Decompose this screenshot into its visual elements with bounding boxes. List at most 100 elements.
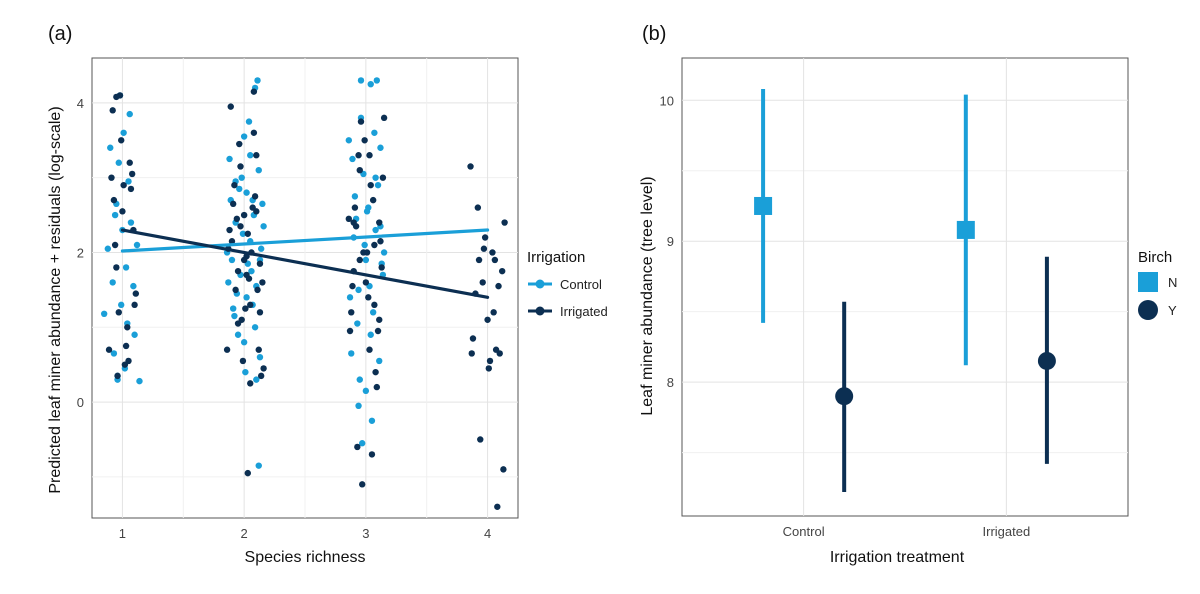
data-point-control [349,155,356,163]
data-point-irrigated [234,267,242,275]
data-point-irrigated [380,114,388,122]
data-point-irrigated [500,466,507,473]
data-point-control [110,350,118,357]
data-point-irrigated [494,503,501,510]
data-point-irrigated [244,230,251,237]
data-point-control [133,241,141,249]
panel-b: (b) Control Irrigated 8 9 10 Irrigation … [639,23,1177,566]
data-point-control [136,377,143,385]
data-point-irrigated [379,174,387,181]
data-point-control [351,193,359,200]
panel-a-y-ticks: 0 2 4 [77,96,84,410]
data-point-irrigated [128,170,136,178]
panel-a-y-tick-4: 4 [77,96,84,111]
data-point-irrigated [485,365,492,372]
data-point-control [228,256,236,264]
data-point-irrigated [378,264,385,271]
data-point-control [354,320,361,327]
data-point-irrigated [228,238,236,245]
data-point-irrigated [374,327,382,335]
panel-a-x-axis-title: Species richness [245,549,366,566]
data-point-irrigated [259,279,266,286]
panel-b-y-tick-9: 9 [667,234,674,249]
fit-line-control [120,228,490,253]
data-point-irrigated [491,256,499,264]
data-point-control [236,185,243,193]
data-point-irrigated [477,436,484,443]
data-point-irrigated [126,159,133,166]
legend-y-marker [1138,300,1158,320]
data-point-control [372,226,379,234]
data-point-irrigated [372,368,379,376]
data-point-control [255,462,262,469]
data-point-control [355,402,362,410]
data-point-control [359,440,366,447]
data-point-control [371,129,378,136]
panel-b-legend: Birch N Y [1138,249,1177,320]
panel-a: (a) 1 2 3 4 0 2 4 Species richness Predi… [47,23,608,566]
panel-a-y-tick-2: 2 [77,245,84,260]
data-point-control [362,256,370,264]
data-point-irrigated [254,286,261,294]
data-point-control [376,357,383,365]
data-point-irrigated [127,185,135,193]
data-point-control [257,245,265,252]
data-point-control [234,331,242,338]
data-point-control [367,331,374,338]
data-point-control [251,324,259,331]
data-point-control [256,353,264,361]
data-point-control [225,279,232,286]
panel-b-x-axis-title: Irrigation treatment [830,549,965,566]
data-point-control [245,118,253,125]
panel-b-y-axis-title: Leaf miner abundance (tree level) [639,176,656,415]
data-point-irrigated [495,282,502,290]
data-point-control [367,80,374,88]
data-point-irrigated [346,327,354,335]
panel-a-y-tick-0: 0 [77,395,84,410]
legend-control-label: Control [560,277,602,292]
data-point-control [115,159,122,166]
data-point-control [363,208,371,215]
data-point-irrigated [474,204,482,211]
panel-a-fit-lines [120,228,490,299]
data-point-irrigated [359,481,366,488]
data-point-control [377,144,384,151]
data-point-irrigated [109,107,116,114]
legend-control-marker [535,279,545,289]
data-point-control [126,110,133,118]
data-point-control [243,294,250,301]
data-point-control [122,264,130,271]
data-point-control [226,155,233,163]
panel-b-grid [682,58,1128,516]
data-point-control [231,312,238,320]
legend-irrigated-label: Irrigated [560,304,608,319]
panel-a-x-tick-3: 3 [362,526,369,541]
data-point-control [355,286,362,294]
data-point-irrigated [253,152,260,159]
data-point-irrigated [236,140,243,148]
estimate-marker-y [835,387,854,406]
data-point-control [127,219,135,226]
data-point-irrigated [250,88,258,95]
data-point-irrigated [250,129,258,136]
data-point-irrigated [232,286,239,294]
legend-irrigated-marker [535,306,545,316]
data-point-control [109,279,116,286]
legend-n-label: N [1168,275,1177,290]
data-point-irrigated [118,137,125,144]
panel-a-label: (a) [48,23,72,45]
data-point-irrigated [490,309,497,316]
data-point-irrigated [131,301,138,309]
data-point-control [368,417,376,424]
data-point-irrigated [255,346,262,353]
data-point-irrigated [351,204,359,211]
data-point-control [374,181,382,189]
data-point-irrigated [365,294,372,301]
data-point-irrigated [469,335,477,342]
data-point-irrigated [223,346,231,353]
data-point-control [118,301,125,309]
estimate-marker-n [754,196,773,215]
panel-b-legend-title: Birch [1138,249,1172,266]
data-point-irrigated [253,208,260,215]
data-point-control [130,282,137,290]
